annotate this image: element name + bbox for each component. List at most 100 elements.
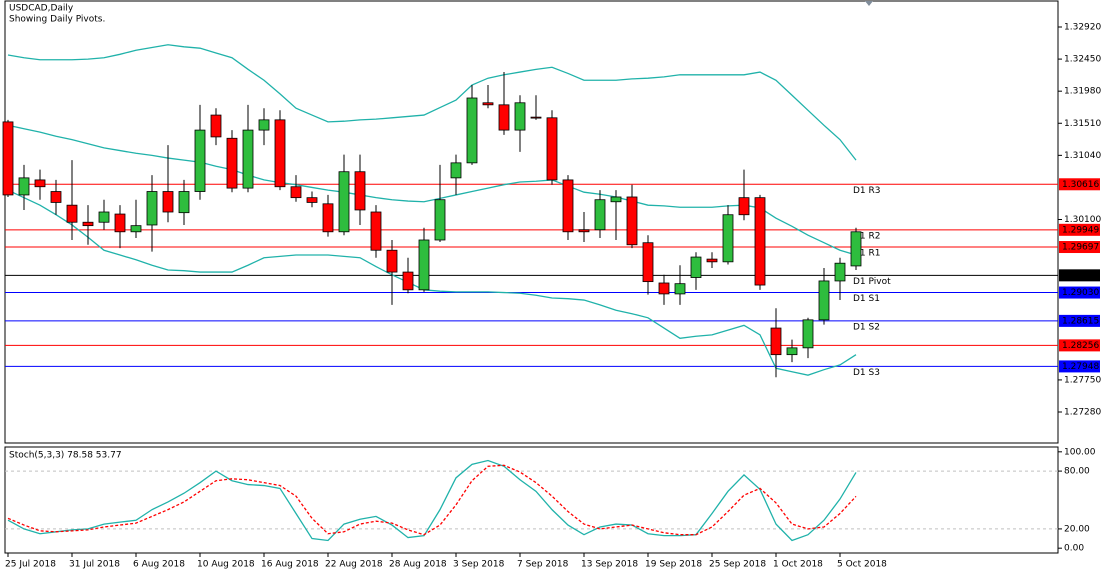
candle-body — [338, 171, 350, 233]
x-tick-label: 31 Jul 2018 — [69, 560, 120, 570]
price-box-label: 1.29949 — [1062, 225, 1099, 235]
candle-body — [226, 137, 238, 189]
x-tick-label: 7 Sep 2018 — [517, 560, 569, 570]
candle-body — [850, 231, 862, 267]
candle-body — [34, 179, 46, 188]
candle-body — [146, 191, 158, 226]
candle-body — [690, 256, 702, 278]
candle-body — [402, 271, 414, 291]
pivot-name: D1 R1 — [853, 249, 881, 259]
candle-body — [738, 197, 750, 216]
candle-body — [626, 196, 638, 246]
candle-body — [162, 191, 174, 213]
candle-body — [498, 104, 510, 131]
candle-body — [674, 283, 686, 295]
candle-body — [658, 282, 670, 295]
band-line — [7, 124, 857, 256]
price-box — [1059, 178, 1100, 191]
price-box — [1059, 314, 1100, 327]
price-box-label: 1.30616 — [1062, 180, 1099, 190]
candle-body — [642, 242, 654, 283]
candle-body — [770, 327, 782, 356]
stoch-panel — [4, 446, 1059, 554]
price-box-label: 1.28256 — [1062, 341, 1099, 351]
price-box-label: 1.29697 — [1062, 243, 1099, 253]
chart-title: USDCAD,Daily — [9, 4, 74, 14]
candle-body — [2, 121, 14, 196]
stoch-title: Stoch(5,3,3) 78.58 53.77 — [9, 451, 122, 461]
candle-body — [482, 102, 494, 106]
band-line — [7, 189, 857, 376]
pivot-name: D1 R3 — [853, 186, 881, 196]
candle-body — [178, 191, 190, 214]
candle-body — [754, 197, 766, 286]
chart-subtitle: Showing Daily Pivots. — [9, 15, 105, 25]
candle-body — [786, 347, 798, 356]
pivot-name: D1 S2 — [853, 322, 880, 332]
candle-body — [706, 258, 718, 263]
y-tick-label: 80.00 — [1064, 467, 1090, 477]
stoch-line — [7, 459, 857, 542]
candle-body — [98, 211, 110, 223]
candle-body — [194, 129, 206, 192]
x-tick-label: 25 Jul 2018 — [5, 560, 56, 570]
candle-body — [818, 280, 830, 321]
price-box-label: 1.27948 — [1062, 362, 1099, 372]
band-line — [7, 44, 857, 161]
candle-body — [514, 102, 526, 131]
y-tick-label: 1.27750 — [1064, 375, 1101, 385]
pivot-name: D1 Pivot — [853, 277, 891, 287]
candle-body — [722, 214, 734, 263]
y-tick-label: 100.00 — [1064, 447, 1096, 457]
x-tick-label: 13 Sep 2018 — [581, 560, 638, 570]
y-tick-label: 0.00 — [1064, 544, 1084, 554]
price-box-label: 1.28615 — [1062, 316, 1099, 326]
candle-body — [530, 116, 542, 119]
y-tick-label: 1.32450 — [1064, 55, 1101, 65]
x-tick-label: 19 Sep 2018 — [645, 560, 702, 570]
candle-body — [66, 204, 78, 223]
candle-body — [594, 199, 606, 231]
candle-body — [306, 197, 318, 203]
x-tick-label: 10 Aug 2018 — [197, 560, 255, 570]
y-tick-label: 1.31040 — [1064, 151, 1101, 161]
y-tick-label: 20.00 — [1064, 524, 1090, 534]
price-panel — [4, 0, 1059, 444]
x-tick-label: 28 Aug 2018 — [389, 560, 447, 570]
pivot-name: D1 R2 — [853, 231, 881, 241]
candle-body — [82, 221, 94, 227]
candle-body — [274, 119, 286, 188]
price-box-label: 1.29282 — [1062, 271, 1099, 281]
candle-body — [354, 171, 366, 211]
candle-body — [834, 262, 846, 282]
price-box — [1059, 223, 1100, 236]
candle-body — [418, 239, 430, 291]
y-tick-label: 1.27280 — [1064, 408, 1101, 418]
y-tick-label: 1.31510 — [1064, 119, 1101, 129]
candle-body — [546, 117, 558, 181]
candle-body — [802, 319, 814, 349]
price-box-label: 1.29030 — [1062, 288, 1099, 298]
x-tick-label: 16 Aug 2018 — [261, 560, 319, 570]
x-tick-label: 6 Aug 2018 — [133, 560, 185, 570]
x-tick-label: 1 Oct 2018 — [773, 560, 823, 570]
stoch-line — [7, 464, 857, 536]
price-box — [1059, 286, 1100, 299]
candle-body — [386, 249, 398, 273]
y-tick-label: 1.32920 — [1064, 23, 1101, 33]
x-tick-label: 25 Sep 2018 — [709, 560, 766, 570]
x-tick-label: 22 Aug 2018 — [325, 560, 383, 570]
pivot-name: D1 S3 — [853, 368, 880, 378]
x-tick-label: 3 Sep 2018 — [453, 560, 505, 570]
price-box — [1059, 241, 1100, 254]
candle-body — [610, 196, 622, 203]
price-box — [1059, 339, 1100, 352]
candle-body — [258, 119, 270, 131]
price-box — [1059, 269, 1100, 282]
candle-body — [370, 211, 382, 251]
price-box — [1059, 360, 1100, 373]
candle-body — [466, 97, 478, 164]
y-tick-label: 1.31980 — [1064, 87, 1101, 97]
candle-body — [18, 177, 30, 196]
